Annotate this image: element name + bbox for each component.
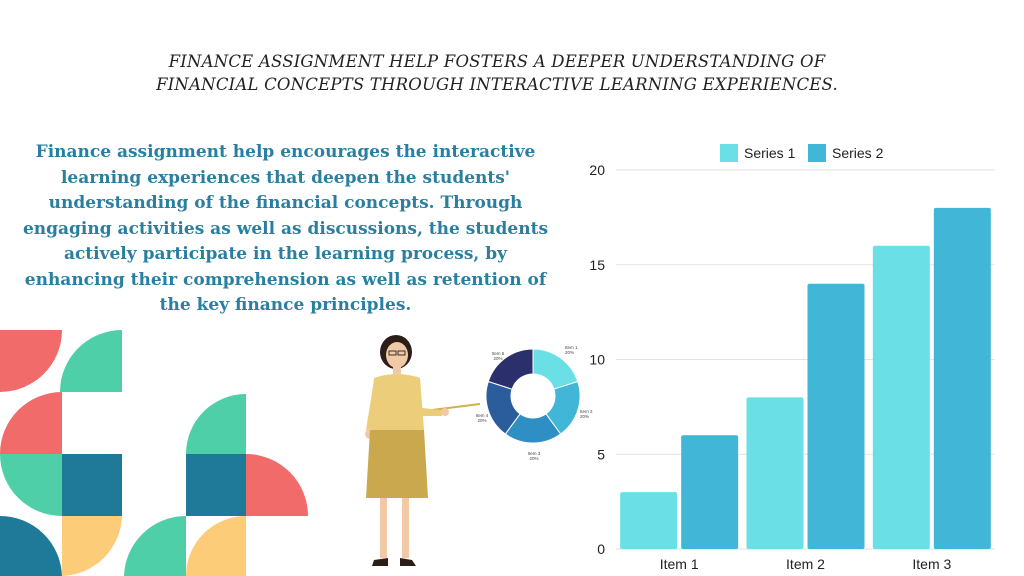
y-tick-label: 15 — [589, 257, 605, 273]
mint-quarter-shape — [60, 330, 122, 392]
coral-quarter-shape — [0, 392, 62, 454]
teal-quarter-shape — [186, 454, 246, 516]
mint-quarter-shape — [124, 516, 186, 576]
x-tick-label: Item 3 — [912, 556, 951, 572]
bar-2-1 — [681, 435, 739, 549]
bar-1-1 — [620, 492, 678, 549]
yellow-quarter-shape — [186, 516, 246, 576]
page-title: FINANCE ASSIGNMENT HELP FOSTERS A DEEPER… — [156, 52, 838, 94]
mint-quarter-shape — [0, 454, 62, 516]
y-tick-label: 10 — [589, 352, 605, 368]
y-tick-label: 0 — [597, 541, 605, 557]
decorative-shapes — [0, 330, 308, 576]
donut-pct: 20% — [580, 414, 589, 419]
donut-pct: 20% — [477, 418, 486, 423]
body-paragraph: Finance assignment help encourages the i… — [22, 142, 549, 315]
donut-pct: 20% — [493, 356, 502, 361]
y-tick-label: 20 — [589, 162, 605, 178]
donut-label: Item 4 — [476, 413, 489, 418]
teal-quarter-shape — [0, 516, 62, 576]
legend-swatch — [808, 144, 826, 162]
teacher-illustration — [365, 335, 480, 566]
x-tick-label: Item 1 — [660, 556, 699, 572]
legend-swatch — [720, 144, 738, 162]
donut-label: Item 3 — [528, 451, 541, 456]
donut-chart: Item 120%Item 220%Item 320%Item 420%Item… — [476, 345, 593, 461]
bar-2-3 — [933, 207, 991, 549]
teal-quarter-shape — [62, 454, 122, 516]
coral-quarter-shape — [246, 454, 308, 516]
legend-label: Series 2 — [832, 145, 884, 161]
x-tick-label: Item 2 — [786, 556, 825, 572]
legend-label: Series 1 — [744, 145, 796, 161]
bar-2-2 — [807, 283, 865, 549]
donut-slice — [487, 348, 534, 390]
bar-chart: 0 5 10 15 20 Item 1 Item 2 Item 3 Series 1 Seri… — [589, 144, 995, 572]
bar-1-2 — [746, 397, 804, 549]
donut-label: Item 1 — [565, 345, 578, 350]
donut-label: Item 5 — [492, 351, 505, 356]
y-tick-label: 5 — [597, 446, 605, 462]
mint-quarter-shape — [186, 394, 246, 454]
bar-1-3 — [872, 245, 930, 550]
donut-pct: 20% — [529, 456, 538, 461]
yellow-quarter-shape — [62, 516, 122, 576]
donut-label: Item 2 — [580, 409, 593, 414]
coral-quarter-shape — [0, 330, 62, 392]
donut-pct: 20% — [565, 350, 574, 355]
